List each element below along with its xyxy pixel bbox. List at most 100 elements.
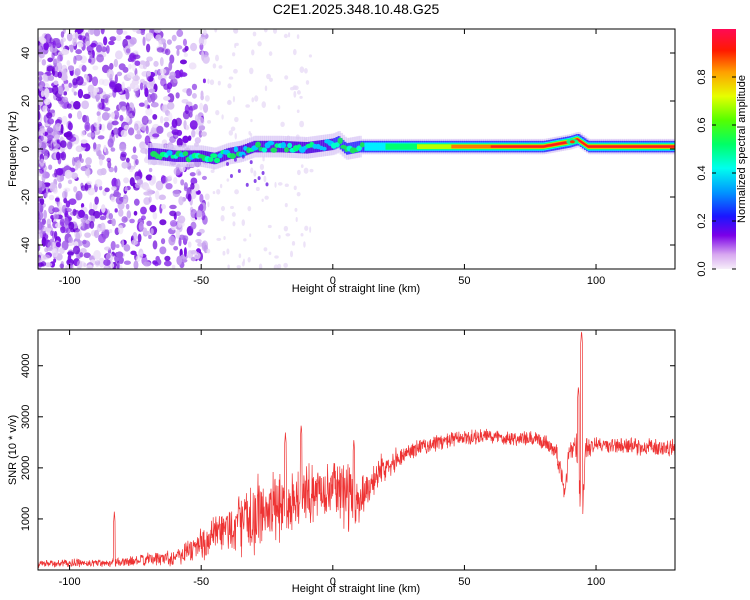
spectrogram-cell <box>296 169 301 176</box>
spectrogram-cell <box>143 261 151 267</box>
spectrogram-cell <box>64 210 69 216</box>
spectrogram-cell <box>233 157 237 162</box>
spectrogram-cell <box>299 95 303 99</box>
spectrogram-cell <box>173 177 178 185</box>
spectrogram-cell <box>88 58 92 64</box>
spectrogram-cell <box>53 212 59 221</box>
spectrogram-cell <box>233 29 238 34</box>
spectrogram-cell <box>106 122 113 131</box>
spectrogram-cell <box>150 205 157 212</box>
spectrogram-cell <box>285 233 291 237</box>
spectrogram-cell <box>198 228 205 234</box>
spectrogram-cell <box>77 88 84 99</box>
spectrogram-cell <box>146 32 154 40</box>
spectrogram-cell <box>247 257 251 263</box>
spectrogram-cell <box>56 151 61 161</box>
spectrogram-cell <box>232 221 236 227</box>
spectrogram-cell <box>140 206 147 215</box>
spectrogram-cell <box>249 160 253 165</box>
spectrogram-cell <box>235 42 239 47</box>
spectrogram-cell <box>48 194 55 201</box>
spectrogram-cell <box>201 240 209 250</box>
spectrogram-cell <box>126 106 130 116</box>
spectrogram-cell <box>82 93 91 100</box>
spectrogram-cell <box>163 96 171 101</box>
spectrogram-cell <box>55 168 64 176</box>
spectrogram-cell <box>146 188 153 197</box>
spectrogram-cell <box>191 83 198 91</box>
colorbar-tick-label: 0.4 <box>696 165 708 180</box>
spectrogram-cell <box>150 93 156 103</box>
spectrogram-cell <box>309 226 312 233</box>
spectrogram-cell <box>146 220 152 227</box>
spectrogram-cell <box>47 241 53 250</box>
spectrogram-cell <box>60 226 66 234</box>
spectrogram-cell <box>231 212 236 217</box>
spectrogram-cell <box>304 68 308 74</box>
spectrogram-cell <box>113 189 120 197</box>
spectrogram-cell <box>121 105 127 112</box>
spectrogram-cell <box>160 238 166 245</box>
spectrogram-cell <box>75 29 84 34</box>
spectrogram-cell <box>294 207 298 212</box>
spectrogram-cell <box>175 45 183 50</box>
spectrogram-cell <box>263 175 267 183</box>
spectrogram-cell <box>42 155 48 161</box>
spectrogram-cell <box>38 186 43 195</box>
spectrogram-cell <box>265 182 269 187</box>
spectrogram-cell <box>89 54 94 59</box>
snr-y-label: SNR (10 * v/v) <box>7 415 19 485</box>
spectrogram-cell <box>222 250 226 256</box>
spectrogram-cell <box>104 187 110 193</box>
spectrogram-cell <box>238 253 242 259</box>
spectrogram-cell <box>97 115 102 123</box>
spectrogram-cell <box>229 153 237 160</box>
spectrogram-cell <box>160 204 167 210</box>
spectrogram-cell <box>66 60 71 66</box>
spectrogram-cell <box>159 246 167 255</box>
spectrogram-cell <box>95 260 101 266</box>
spectrogram-cell <box>86 132 95 138</box>
spectrogram-cell <box>164 255 171 262</box>
spectrogram-cell <box>266 73 271 80</box>
spectrogram-cell <box>59 90 65 95</box>
spectrogram-cell <box>178 196 184 206</box>
spectrogram-cell <box>41 174 46 182</box>
spectrogram-cell <box>167 175 173 180</box>
spectrogram-cell <box>62 68 67 79</box>
spectrogram-cell <box>253 170 257 177</box>
spectrogram-cell <box>38 232 43 239</box>
spectrogram-cell <box>283 147 289 153</box>
spectrogram-cell <box>76 160 81 169</box>
spectrogram-cell <box>110 196 116 203</box>
spectrogram-cell <box>192 183 200 192</box>
spectrogram-cell <box>102 94 111 99</box>
spectrogram-cell <box>249 233 252 238</box>
spectrogram-cell <box>42 254 51 260</box>
spectrogram-cell <box>176 29 184 37</box>
spectrogram-cell <box>136 91 140 98</box>
spectrogram-cell <box>127 127 135 136</box>
spectrogram-cell <box>251 49 255 56</box>
spectrogram-cell <box>100 167 107 176</box>
spectrogram-cell <box>160 78 167 87</box>
spectrogram-cell <box>243 238 247 242</box>
spectrogram-cell <box>143 99 149 109</box>
spectrogram-cell <box>140 215 146 221</box>
spectrogram-cell <box>134 175 141 181</box>
spectrogram-cell <box>227 83 232 89</box>
spectrogram-cell <box>277 105 281 110</box>
spectrogram-cell <box>226 178 230 182</box>
spectrogram-cell <box>47 57 54 63</box>
spectrogram-cell <box>55 96 62 102</box>
spectrogram-cell <box>308 54 313 58</box>
spectrogram-cell <box>115 251 124 259</box>
spectrogram-cell <box>61 48 70 56</box>
spectrogram-cell <box>169 71 176 79</box>
spectrogram-cell <box>148 88 156 94</box>
spectrogram-cell <box>120 129 128 138</box>
spectrogram-cell <box>67 65 75 71</box>
spectrogram-cell <box>190 42 198 52</box>
spectrogram-cell <box>106 68 114 79</box>
spectrogram-cell <box>145 43 151 53</box>
